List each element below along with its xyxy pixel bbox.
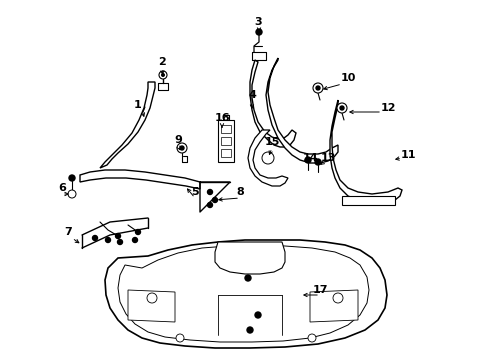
- Circle shape: [307, 334, 315, 342]
- Text: 11: 11: [400, 150, 415, 160]
- Circle shape: [207, 189, 212, 194]
- Circle shape: [92, 235, 97, 240]
- Text: 1: 1: [134, 100, 142, 110]
- Circle shape: [339, 106, 343, 110]
- Circle shape: [314, 159, 320, 165]
- Circle shape: [305, 157, 310, 163]
- Text: 2: 2: [158, 57, 165, 67]
- Circle shape: [132, 238, 137, 243]
- Text: 13: 13: [320, 153, 335, 163]
- Text: 17: 17: [312, 285, 327, 295]
- Circle shape: [336, 103, 346, 113]
- Circle shape: [69, 175, 75, 181]
- Circle shape: [180, 146, 183, 150]
- Circle shape: [161, 73, 164, 77]
- Circle shape: [212, 198, 217, 202]
- Text: 3: 3: [254, 17, 261, 27]
- Circle shape: [254, 312, 261, 318]
- Polygon shape: [215, 242, 285, 274]
- Circle shape: [176, 334, 183, 342]
- Circle shape: [177, 143, 186, 153]
- Circle shape: [135, 230, 140, 234]
- Circle shape: [256, 29, 262, 35]
- Circle shape: [68, 190, 76, 198]
- Circle shape: [246, 327, 252, 333]
- Text: 14: 14: [302, 153, 317, 163]
- Text: 16: 16: [214, 113, 229, 123]
- Polygon shape: [221, 125, 230, 133]
- Text: 7: 7: [64, 227, 72, 237]
- Polygon shape: [265, 58, 337, 163]
- Text: 10: 10: [340, 73, 355, 83]
- Text: 6: 6: [58, 183, 66, 193]
- Polygon shape: [221, 149, 230, 157]
- Circle shape: [244, 275, 250, 281]
- Circle shape: [312, 83, 323, 93]
- Polygon shape: [247, 130, 287, 186]
- Polygon shape: [105, 240, 386, 348]
- Polygon shape: [80, 170, 200, 189]
- Text: 12: 12: [380, 103, 395, 113]
- Circle shape: [207, 202, 212, 207]
- Circle shape: [147, 293, 157, 303]
- Circle shape: [262, 152, 273, 164]
- Polygon shape: [249, 60, 295, 147]
- Polygon shape: [341, 196, 394, 205]
- Polygon shape: [221, 137, 230, 145]
- Text: 9: 9: [174, 135, 182, 145]
- Polygon shape: [128, 290, 175, 322]
- Circle shape: [159, 71, 167, 79]
- Circle shape: [105, 238, 110, 243]
- Text: 8: 8: [236, 187, 244, 197]
- Polygon shape: [100, 82, 155, 168]
- Circle shape: [332, 293, 342, 303]
- Circle shape: [117, 239, 122, 244]
- Text: 15: 15: [264, 137, 279, 147]
- Circle shape: [315, 86, 319, 90]
- Polygon shape: [309, 290, 357, 322]
- Text: 4: 4: [247, 90, 255, 100]
- Polygon shape: [218, 120, 234, 162]
- Polygon shape: [329, 100, 401, 202]
- Polygon shape: [118, 245, 368, 342]
- Circle shape: [115, 234, 120, 238]
- Text: 5: 5: [191, 187, 199, 197]
